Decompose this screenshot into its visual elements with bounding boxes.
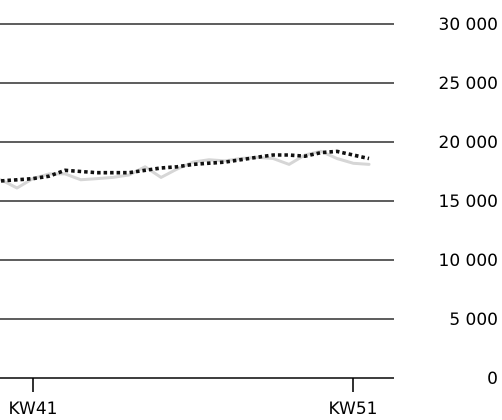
y-tick-label: 10 000 [439,251,498,271]
x-tick-label: KW51 [329,399,378,419]
y-tick-label: 5 000 [449,310,498,330]
y-tick-label: 30 000 [439,15,498,35]
x-tick-label: KW41 [9,399,58,419]
series-lines [0,149,371,190]
y-axis-ticks: 0 5 000 10 000 15 000 20 000 25 000 30 000 [439,15,498,389]
y-tick-label: 20 000 [439,133,498,153]
gridlines [0,23,394,379]
y-tick-label: 25 000 [439,74,498,94]
series-line-solid [0,149,371,190]
y-tick-label: 15 000 [439,192,498,212]
x-axis: KW41 KW51 [9,378,378,419]
y-tick-label: 0 [487,369,498,389]
